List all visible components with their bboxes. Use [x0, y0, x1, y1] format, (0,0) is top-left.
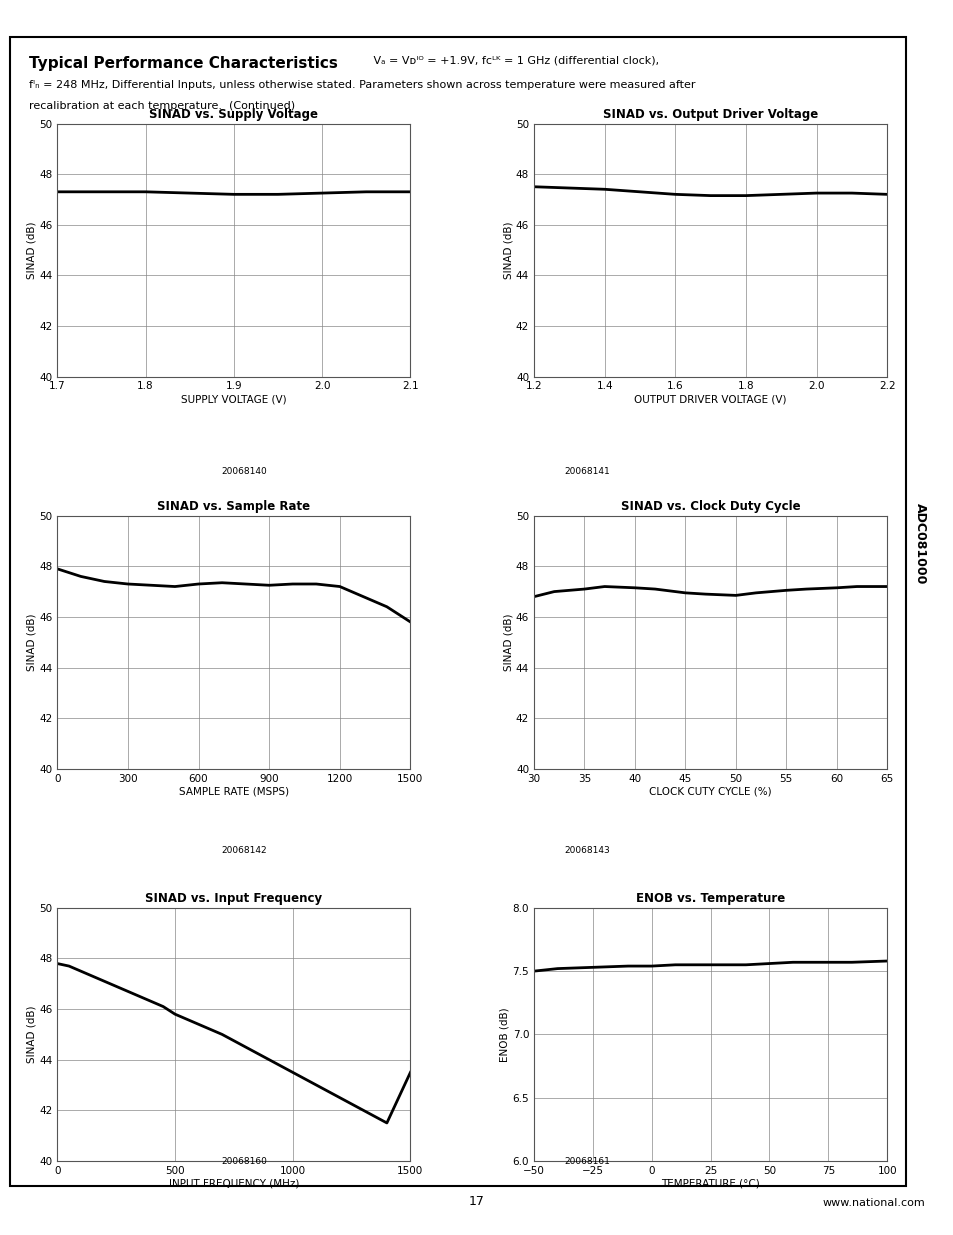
X-axis label: CLOCK CUTY CYCLE (%): CLOCK CUTY CYCLE (%) [649, 787, 771, 797]
Text: fᴵₙ = 248 MHz, Differential Inputs, unless otherwise stated. Parameters shown ac: fᴵₙ = 248 MHz, Differential Inputs, unle… [29, 80, 695, 90]
Y-axis label: SINAD (dB): SINAD (dB) [27, 221, 36, 279]
Text: 20068141: 20068141 [564, 467, 610, 475]
X-axis label: INPUT FREQUENCY (MHz): INPUT FREQUENCY (MHz) [169, 1178, 298, 1188]
Title: SINAD vs. Sample Rate: SINAD vs. Sample Rate [157, 500, 310, 513]
Text: 20068160: 20068160 [221, 1157, 267, 1166]
Title: SINAD vs. Clock Duty Cycle: SINAD vs. Clock Duty Cycle [620, 500, 800, 513]
X-axis label: OUTPUT DRIVER VOLTAGE (V): OUTPUT DRIVER VOLTAGE (V) [634, 394, 786, 404]
Text: recalibration at each temperature.  (Continued): recalibration at each temperature. (Cont… [29, 101, 294, 111]
Y-axis label: SINAD (dB): SINAD (dB) [502, 614, 513, 671]
Text: 20068140: 20068140 [221, 467, 267, 475]
Text: www.national.com: www.national.com [821, 1198, 924, 1208]
Title: ENOB vs. Temperature: ENOB vs. Temperature [636, 893, 784, 905]
X-axis label: TEMPERATURE (°C): TEMPERATURE (°C) [660, 1178, 760, 1188]
Y-axis label: SINAD (dB): SINAD (dB) [502, 221, 513, 279]
Text: 20068142: 20068142 [221, 846, 267, 855]
Title: SINAD vs. Input Frequency: SINAD vs. Input Frequency [145, 893, 322, 905]
Text: 20068161: 20068161 [564, 1157, 610, 1166]
Text: Vₐ = Vᴅᴵᴼ = +1.9V, fᴄᴸᴷ = 1 GHz (differential clock),: Vₐ = Vᴅᴵᴼ = +1.9V, fᴄᴸᴷ = 1 GHz (differe… [362, 56, 658, 65]
Y-axis label: SINAD (dB): SINAD (dB) [27, 1005, 36, 1063]
Title: SINAD vs. Supply Voltage: SINAD vs. Supply Voltage [150, 107, 318, 121]
X-axis label: SUPPLY VOLTAGE (V): SUPPLY VOLTAGE (V) [181, 394, 286, 404]
Text: ADC081000: ADC081000 [913, 503, 926, 584]
X-axis label: SAMPLE RATE (MSPS): SAMPLE RATE (MSPS) [178, 787, 289, 797]
Text: 20068143: 20068143 [564, 846, 610, 855]
Y-axis label: SINAD (dB): SINAD (dB) [27, 614, 36, 671]
Y-axis label: ENOB (dB): ENOB (dB) [499, 1007, 509, 1062]
Title: SINAD vs. Output Driver Voltage: SINAD vs. Output Driver Voltage [602, 107, 818, 121]
Text: 17: 17 [469, 1194, 484, 1208]
Text: Typical Performance Characteristics: Typical Performance Characteristics [29, 56, 337, 70]
